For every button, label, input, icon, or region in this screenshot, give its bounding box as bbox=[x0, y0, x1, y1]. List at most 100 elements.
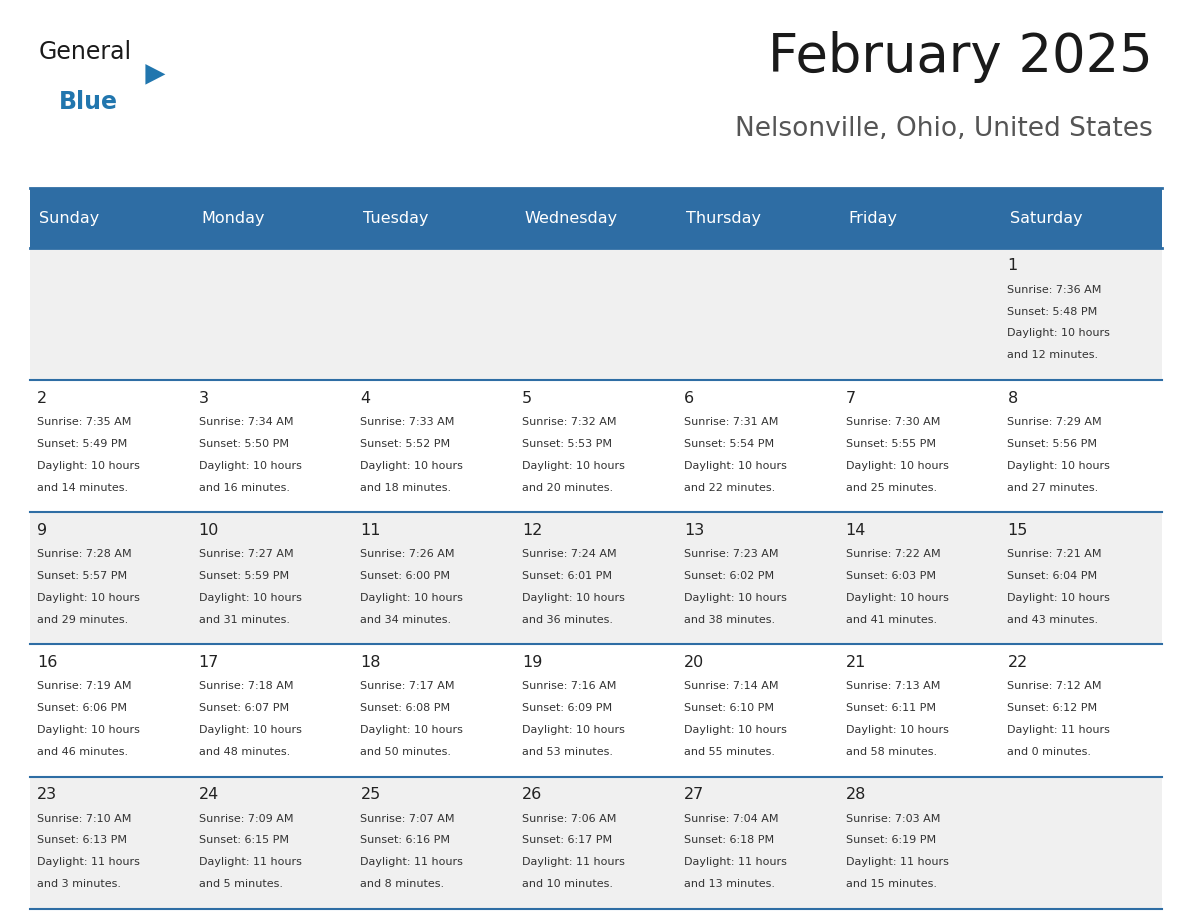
Text: and 12 minutes.: and 12 minutes. bbox=[1007, 351, 1099, 360]
Text: Sunrise: 7:18 AM: Sunrise: 7:18 AM bbox=[198, 681, 293, 691]
Text: and 43 minutes.: and 43 minutes. bbox=[1007, 615, 1099, 624]
Text: Tuesday: Tuesday bbox=[362, 210, 429, 226]
Text: Daylight: 11 hours: Daylight: 11 hours bbox=[198, 857, 302, 868]
Text: and 14 minutes.: and 14 minutes. bbox=[37, 483, 128, 492]
Text: and 5 minutes.: and 5 minutes. bbox=[198, 879, 283, 889]
Text: Sunrise: 7:22 AM: Sunrise: 7:22 AM bbox=[846, 549, 940, 559]
Text: Sunrise: 7:36 AM: Sunrise: 7:36 AM bbox=[1007, 285, 1101, 295]
Text: Sunset: 6:07 PM: Sunset: 6:07 PM bbox=[198, 703, 289, 713]
Text: Daylight: 10 hours: Daylight: 10 hours bbox=[684, 725, 786, 735]
Text: Daylight: 10 hours: Daylight: 10 hours bbox=[523, 725, 625, 735]
Text: Sunday: Sunday bbox=[39, 210, 100, 226]
Text: Sunrise: 7:33 AM: Sunrise: 7:33 AM bbox=[360, 417, 455, 427]
Text: and 25 minutes.: and 25 minutes. bbox=[846, 483, 937, 492]
Text: Daylight: 10 hours: Daylight: 10 hours bbox=[37, 461, 140, 471]
Text: Daylight: 10 hours: Daylight: 10 hours bbox=[360, 461, 463, 471]
Text: Daylight: 10 hours: Daylight: 10 hours bbox=[360, 593, 463, 603]
Text: Daylight: 10 hours: Daylight: 10 hours bbox=[684, 461, 786, 471]
Text: and 29 minutes.: and 29 minutes. bbox=[37, 615, 128, 624]
Text: Daylight: 11 hours: Daylight: 11 hours bbox=[360, 857, 463, 868]
Text: Sunset: 6:10 PM: Sunset: 6:10 PM bbox=[684, 703, 773, 713]
Text: 17: 17 bbox=[198, 655, 219, 670]
Text: Daylight: 10 hours: Daylight: 10 hours bbox=[1007, 593, 1111, 603]
Text: Sunset: 6:12 PM: Sunset: 6:12 PM bbox=[1007, 703, 1098, 713]
Text: and 38 minutes.: and 38 minutes. bbox=[684, 615, 775, 624]
Text: and 10 minutes.: and 10 minutes. bbox=[523, 879, 613, 889]
Text: and 55 minutes.: and 55 minutes. bbox=[684, 747, 775, 756]
Text: and 31 minutes.: and 31 minutes. bbox=[198, 615, 290, 624]
Text: 27: 27 bbox=[684, 788, 704, 802]
Text: 5: 5 bbox=[523, 391, 532, 406]
Text: Daylight: 10 hours: Daylight: 10 hours bbox=[37, 725, 140, 735]
Text: and 41 minutes.: and 41 minutes. bbox=[846, 615, 937, 624]
Text: Sunset: 6:19 PM: Sunset: 6:19 PM bbox=[846, 835, 936, 845]
Text: Sunset: 6:17 PM: Sunset: 6:17 PM bbox=[523, 835, 612, 845]
Polygon shape bbox=[145, 64, 165, 84]
Text: Friday: Friday bbox=[848, 210, 897, 226]
Text: and 8 minutes.: and 8 minutes. bbox=[360, 879, 444, 889]
Text: Daylight: 10 hours: Daylight: 10 hours bbox=[360, 725, 463, 735]
Text: 10: 10 bbox=[198, 523, 219, 538]
Text: 6: 6 bbox=[684, 391, 694, 406]
Text: Daylight: 10 hours: Daylight: 10 hours bbox=[684, 593, 786, 603]
Text: Daylight: 10 hours: Daylight: 10 hours bbox=[1007, 461, 1111, 471]
Text: 13: 13 bbox=[684, 523, 704, 538]
Text: Sunrise: 7:28 AM: Sunrise: 7:28 AM bbox=[37, 549, 132, 559]
Text: 19: 19 bbox=[523, 655, 543, 670]
Text: and 27 minutes.: and 27 minutes. bbox=[1007, 483, 1099, 492]
Text: Sunset: 5:55 PM: Sunset: 5:55 PM bbox=[846, 439, 936, 449]
Text: Sunset: 6:11 PM: Sunset: 6:11 PM bbox=[846, 703, 936, 713]
Text: Sunrise: 7:29 AM: Sunrise: 7:29 AM bbox=[1007, 417, 1102, 427]
Text: Daylight: 11 hours: Daylight: 11 hours bbox=[37, 857, 140, 868]
Text: Daylight: 10 hours: Daylight: 10 hours bbox=[523, 593, 625, 603]
Text: Sunset: 6:08 PM: Sunset: 6:08 PM bbox=[360, 703, 450, 713]
Text: Daylight: 10 hours: Daylight: 10 hours bbox=[198, 725, 302, 735]
Text: and 3 minutes.: and 3 minutes. bbox=[37, 879, 121, 889]
Text: Sunset: 6:02 PM: Sunset: 6:02 PM bbox=[684, 571, 775, 581]
Text: Sunset: 6:16 PM: Sunset: 6:16 PM bbox=[360, 835, 450, 845]
Text: Daylight: 10 hours: Daylight: 10 hours bbox=[1007, 329, 1111, 339]
Text: 18: 18 bbox=[360, 655, 381, 670]
Text: Sunrise: 7:09 AM: Sunrise: 7:09 AM bbox=[198, 813, 293, 823]
Text: Sunrise: 7:32 AM: Sunrise: 7:32 AM bbox=[523, 417, 617, 427]
Text: Blue: Blue bbox=[59, 90, 118, 114]
Text: Daylight: 10 hours: Daylight: 10 hours bbox=[37, 593, 140, 603]
Text: 25: 25 bbox=[360, 788, 380, 802]
Text: 22: 22 bbox=[1007, 655, 1028, 670]
Text: and 46 minutes.: and 46 minutes. bbox=[37, 747, 128, 756]
Text: Sunset: 5:57 PM: Sunset: 5:57 PM bbox=[37, 571, 127, 581]
Text: Sunrise: 7:30 AM: Sunrise: 7:30 AM bbox=[846, 417, 940, 427]
Text: and 34 minutes.: and 34 minutes. bbox=[360, 615, 451, 624]
Text: and 18 minutes.: and 18 minutes. bbox=[360, 483, 451, 492]
Text: Sunset: 5:49 PM: Sunset: 5:49 PM bbox=[37, 439, 127, 449]
Text: General: General bbox=[39, 40, 132, 64]
Text: Monday: Monday bbox=[201, 210, 265, 226]
Text: Sunset: 5:50 PM: Sunset: 5:50 PM bbox=[198, 439, 289, 449]
Text: 4: 4 bbox=[360, 391, 371, 406]
Text: Sunrise: 7:07 AM: Sunrise: 7:07 AM bbox=[360, 813, 455, 823]
Text: 3: 3 bbox=[198, 391, 209, 406]
Text: Sunset: 5:56 PM: Sunset: 5:56 PM bbox=[1007, 439, 1098, 449]
Text: and 22 minutes.: and 22 minutes. bbox=[684, 483, 776, 492]
Text: Wednesday: Wednesday bbox=[525, 210, 618, 226]
Text: Sunrise: 7:14 AM: Sunrise: 7:14 AM bbox=[684, 681, 778, 691]
Text: 2: 2 bbox=[37, 391, 48, 406]
Text: 8: 8 bbox=[1007, 391, 1018, 406]
Text: and 58 minutes.: and 58 minutes. bbox=[846, 747, 937, 756]
Text: 14: 14 bbox=[846, 523, 866, 538]
Text: February 2025: February 2025 bbox=[767, 31, 1152, 83]
Text: Sunrise: 7:17 AM: Sunrise: 7:17 AM bbox=[360, 681, 455, 691]
Text: Sunset: 5:52 PM: Sunset: 5:52 PM bbox=[360, 439, 450, 449]
Text: Sunset: 6:18 PM: Sunset: 6:18 PM bbox=[684, 835, 775, 845]
Text: and 16 minutes.: and 16 minutes. bbox=[198, 483, 290, 492]
Text: Thursday: Thursday bbox=[687, 210, 762, 226]
Text: 7: 7 bbox=[846, 391, 855, 406]
Text: Daylight: 10 hours: Daylight: 10 hours bbox=[846, 725, 948, 735]
Text: Sunset: 6:13 PM: Sunset: 6:13 PM bbox=[37, 835, 127, 845]
Text: Sunset: 6:03 PM: Sunset: 6:03 PM bbox=[846, 571, 936, 581]
Text: Sunset: 5:48 PM: Sunset: 5:48 PM bbox=[1007, 307, 1098, 317]
Text: Sunset: 6:09 PM: Sunset: 6:09 PM bbox=[523, 703, 612, 713]
Text: 21: 21 bbox=[846, 655, 866, 670]
Text: Sunrise: 7:34 AM: Sunrise: 7:34 AM bbox=[198, 417, 293, 427]
Text: 24: 24 bbox=[198, 788, 219, 802]
